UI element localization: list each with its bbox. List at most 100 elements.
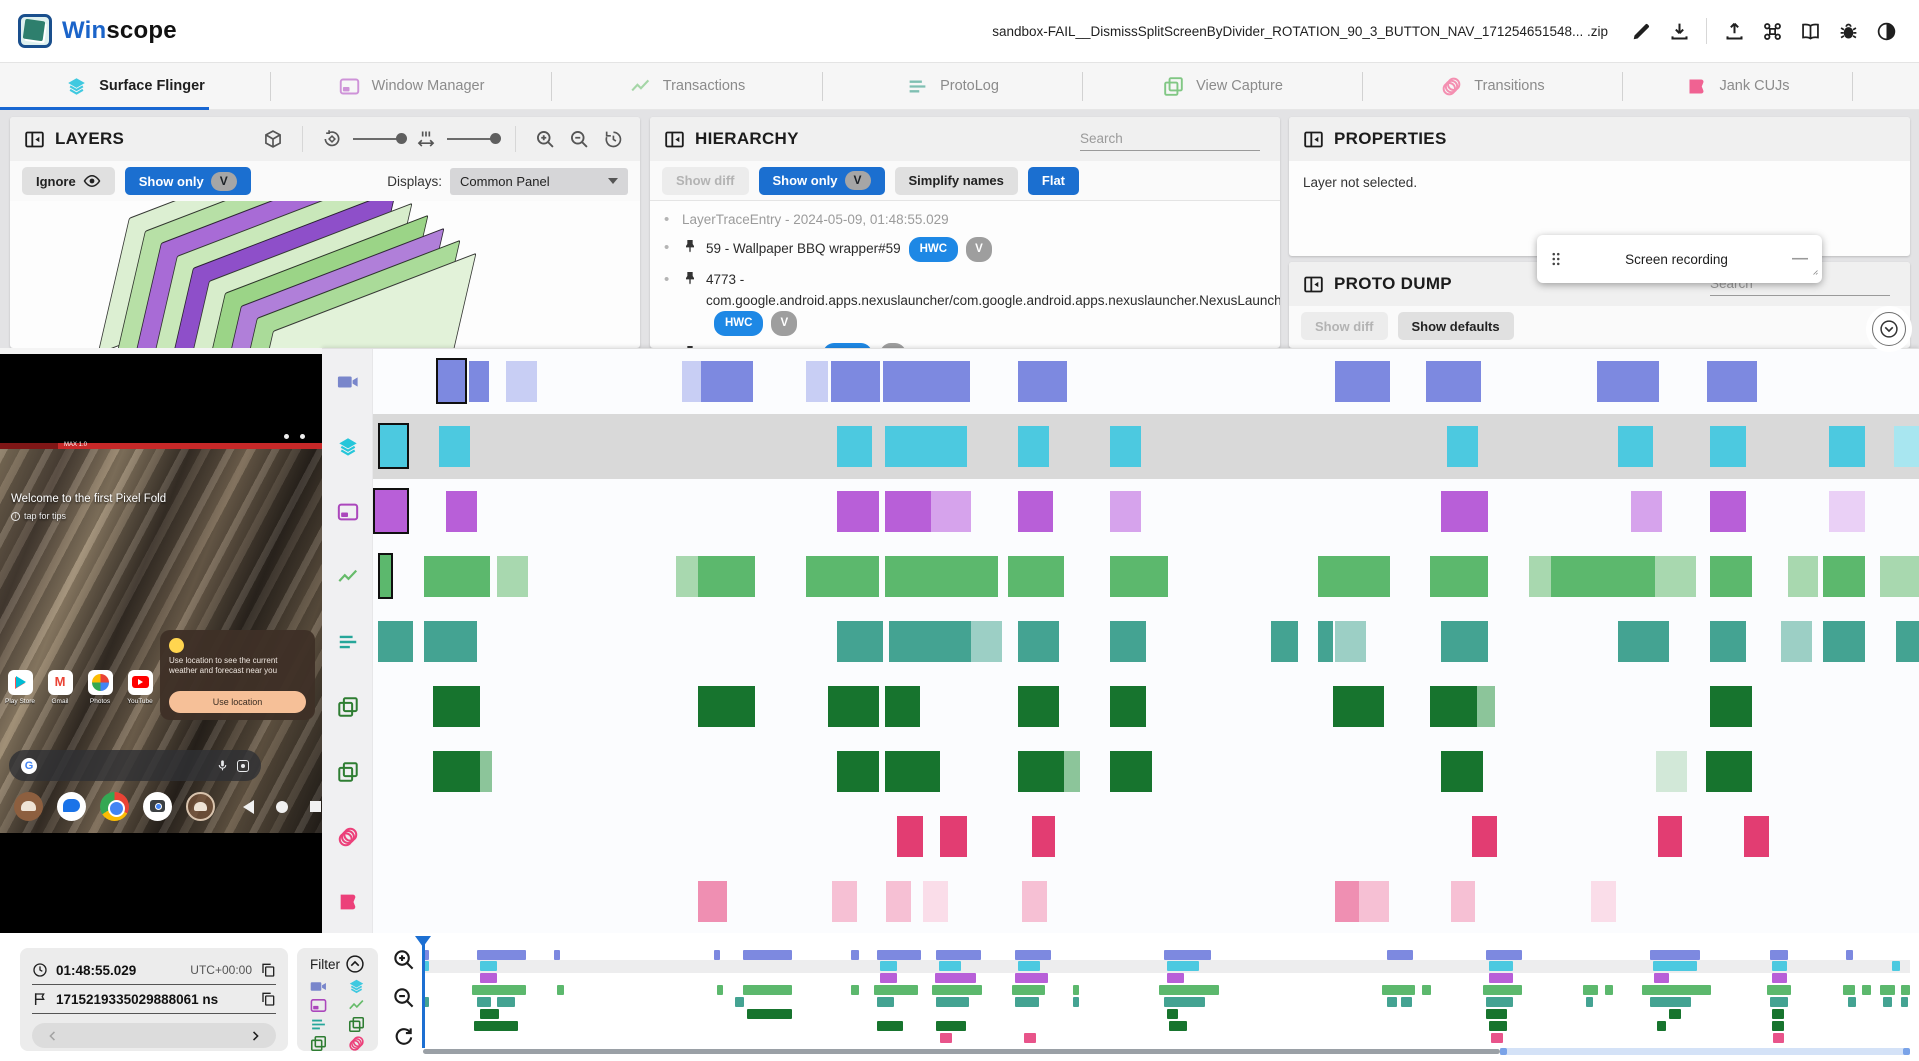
trace-entry-block[interactable] xyxy=(424,621,477,662)
upload-icon[interactable] xyxy=(1715,12,1753,50)
flat-button[interactable]: Flat xyxy=(1027,166,1080,195)
trace-entry-block[interactable] xyxy=(805,361,828,402)
show-diff-button[interactable]: Show diff xyxy=(662,166,749,195)
trace-entry-block[interactable] xyxy=(1022,881,1048,922)
trace-entry-block[interactable] xyxy=(884,751,941,792)
trace-entry-block[interactable] xyxy=(1110,556,1168,597)
trace-entry-block[interactable] xyxy=(1617,621,1669,662)
reset-view-icon[interactable] xyxy=(600,126,626,152)
trace-entry-block[interactable] xyxy=(1591,881,1616,922)
trace-entry-block[interactable] xyxy=(931,491,972,532)
trace-entry-block[interactable] xyxy=(1529,556,1552,597)
trace-entry-block[interactable] xyxy=(445,491,477,532)
trace-entry-block[interactable] xyxy=(1710,621,1746,662)
timeline-scrollbar[interactable] xyxy=(423,1048,1910,1055)
trace-entry-block[interactable] xyxy=(886,881,911,922)
viewcapture-icon[interactable] xyxy=(322,739,373,804)
trace-entry-block[interactable] xyxy=(1744,816,1770,857)
trace-entry-block[interactable] xyxy=(682,361,701,402)
tab-transitions[interactable]: Transitions xyxy=(1363,63,1623,109)
trace-entry-block[interactable] xyxy=(1829,426,1865,467)
range-start-handle[interactable] xyxy=(1500,1048,1507,1055)
show-diff-button[interactable]: Show diff xyxy=(1301,312,1388,340)
tree-node[interactable]: • LayerTraceEntry - 2024-05-09, 01:48:55.… xyxy=(664,209,1270,230)
trace-entry-block[interactable] xyxy=(1317,621,1334,662)
trace-entry-block[interactable] xyxy=(1880,556,1919,597)
trace-entry-block[interactable] xyxy=(1472,816,1497,857)
protolog-filter-icon[interactable] xyxy=(310,1016,327,1033)
trace-entry-block[interactable] xyxy=(433,686,480,727)
transitions-filter-icon[interactable] xyxy=(348,1035,365,1052)
jank-icon[interactable] xyxy=(322,869,373,934)
trace-entry-block[interactable] xyxy=(433,751,480,792)
trace-entry-block[interactable] xyxy=(1894,426,1919,467)
trace-entry-block[interactable] xyxy=(1710,426,1746,467)
zoom-in-icon[interactable] xyxy=(532,126,558,152)
screen-recording-window[interactable]: Screen recording — xyxy=(1537,235,1822,283)
trace-entry-block[interactable] xyxy=(1441,491,1488,532)
collapse-panel-icon[interactable] xyxy=(664,129,685,150)
copy-icon[interactable] xyxy=(260,991,276,1007)
trace-entry-block[interactable] xyxy=(1031,816,1055,857)
download-icon[interactable] xyxy=(1660,12,1698,50)
collapse-panel-icon[interactable] xyxy=(1303,129,1324,150)
scrollbar-selected-range[interactable] xyxy=(1500,1048,1906,1055)
trace-entry-block[interactable] xyxy=(832,881,857,922)
tab-transactions[interactable]: Transactions xyxy=(552,63,823,109)
trace-entry-block[interactable] xyxy=(424,556,491,597)
trace-entry-block[interactable] xyxy=(676,556,698,597)
trace-entry-block[interactable] xyxy=(884,686,921,727)
viewcapture-filter-icon[interactable] xyxy=(348,1016,365,1033)
expand-bullet-icon[interactable]: • xyxy=(664,239,670,256)
trace-entry-block[interactable] xyxy=(1333,686,1385,727)
trace-entry-block[interactable] xyxy=(373,488,409,534)
trace-entry-block[interactable] xyxy=(1710,556,1753,597)
trace-entry-block[interactable] xyxy=(1781,621,1813,662)
trace-entry-block[interactable] xyxy=(1895,621,1919,662)
trace-entry-block[interactable] xyxy=(1656,751,1688,792)
trace-entry-block[interactable] xyxy=(1710,491,1746,532)
trace-entry-block[interactable] xyxy=(889,621,972,662)
pin-icon[interactable] xyxy=(682,344,698,348)
trace-entry-block[interactable] xyxy=(1829,491,1865,532)
edit-icon[interactable] xyxy=(1622,12,1660,50)
rotation-icon[interactable] xyxy=(319,126,345,152)
trace-entry-block[interactable] xyxy=(1441,621,1488,662)
zoom-out-icon[interactable] xyxy=(566,126,592,152)
trace-entry-block[interactable] xyxy=(697,881,728,922)
timeline-cursor-handle[interactable] xyxy=(415,936,431,947)
trace-entry-block[interactable] xyxy=(1425,361,1482,402)
trace-entry-block[interactable] xyxy=(1430,556,1488,597)
trace-entry-block[interactable] xyxy=(479,751,493,792)
trace-entry-block[interactable] xyxy=(1441,751,1484,792)
trace-entry-block[interactable] xyxy=(971,621,1003,662)
trace-entry-block[interactable] xyxy=(805,556,879,597)
tab-jank-cujs[interactable]: Jank CUJs xyxy=(1623,63,1853,109)
trace-entry-block[interactable] xyxy=(830,361,881,402)
ignore-button[interactable]: Ignore xyxy=(22,167,115,195)
timeline-cursor[interactable] xyxy=(422,938,425,1048)
chevron-up-icon[interactable] xyxy=(345,954,365,974)
layers-3d-view[interactable] xyxy=(10,201,640,348)
layer-spacing-icon[interactable] xyxy=(413,126,439,152)
trace-entry-block[interactable] xyxy=(1064,751,1080,792)
previous-frame-button[interactable] xyxy=(46,1029,60,1043)
trace-entry-block[interactable] xyxy=(897,816,924,857)
shortcuts-icon[interactable] xyxy=(1753,12,1791,50)
resize-handle-icon[interactable] xyxy=(1807,263,1819,281)
pin-icon[interactable] xyxy=(682,238,698,260)
trace-entry-block[interactable] xyxy=(377,553,394,599)
trace-entry-block[interactable] xyxy=(827,686,879,727)
expand-timeline-button[interactable] xyxy=(1872,312,1906,346)
trace-entry-block[interactable] xyxy=(884,491,932,532)
trace-entry-block[interactable] xyxy=(940,816,967,857)
zoom-in-icon[interactable] xyxy=(392,948,415,971)
trace-entry-block[interactable] xyxy=(436,358,468,404)
videocam-icon[interactable] xyxy=(322,349,373,414)
tree-node[interactable]: •78 - StatusBar#78HWCV xyxy=(664,343,1270,348)
viewcapture-filter-icon[interactable] xyxy=(310,1035,327,1052)
trace-entry-block[interactable] xyxy=(836,426,873,467)
drag-handle-icon[interactable] xyxy=(1547,250,1565,268)
trace-entry-block[interactable] xyxy=(1476,686,1496,727)
trace-entry-block[interactable] xyxy=(1317,556,1391,597)
